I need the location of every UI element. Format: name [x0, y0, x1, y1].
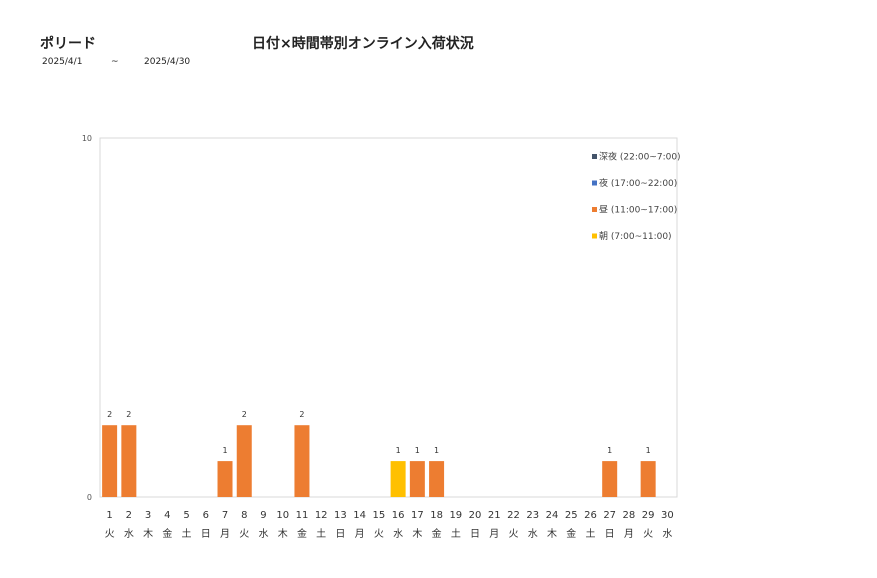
x-tick-day-4: 4: [164, 510, 170, 521]
x-tick-weekday-16: 水: [393, 528, 403, 540]
x-tick-day-13: 13: [334, 510, 347, 521]
legend-swatch-2: [592, 207, 597, 212]
x-tick-day-22: 22: [507, 510, 520, 521]
data-label-8: 2: [242, 410, 247, 419]
x-tick-day-8: 8: [241, 510, 247, 521]
x-tick-weekday-8: 火: [239, 528, 249, 540]
x-tick-weekday-15: 火: [374, 528, 384, 540]
x-tick-weekday-12: 土: [316, 527, 326, 540]
legend-label-1: 夜 (17:00~22:00): [599, 177, 677, 189]
date-range-start: 2025/4/1: [42, 57, 83, 67]
data-label-7: 1: [222, 446, 227, 455]
plot-area-frame: [99, 137, 678, 498]
legend-swatch-0: [592, 154, 597, 159]
bar-17-series-1: [409, 461, 425, 497]
data-label-1: 2: [107, 410, 112, 419]
bar-16-series-0: [390, 461, 406, 497]
x-tick-day-9: 9: [260, 510, 266, 521]
bar-1-series-1: [102, 425, 118, 497]
x-tick-day-29: 29: [642, 510, 655, 521]
x-tick-weekday-5: 土: [182, 527, 192, 540]
data-label-27: 1: [607, 446, 612, 455]
x-tick-day-21: 21: [488, 510, 501, 521]
x-tick-weekday-13: 日: [335, 529, 345, 540]
y-tick-label: 0: [87, 493, 92, 502]
x-tick-day-18: 18: [430, 510, 443, 521]
x-tick-day-26: 26: [584, 510, 597, 521]
x-tick-day-14: 14: [353, 510, 366, 521]
legend-label-0: 深夜 (22:00~7:00): [599, 151, 681, 163]
x-tick-day-15: 15: [373, 510, 386, 521]
bar-2-series-1: [121, 425, 137, 497]
data-label-18: 1: [434, 446, 439, 455]
x-tick-day-16: 16: [392, 510, 405, 521]
legend-swatch-1: [592, 180, 597, 186]
x-tick-day-2: 2: [126, 510, 132, 521]
x-tick-day-19: 19: [449, 510, 462, 521]
data-label-29: 1: [646, 446, 651, 455]
x-tick-day-17: 17: [411, 510, 424, 521]
x-tick-weekday-14: 月: [355, 528, 365, 540]
y-tick-label: 10: [82, 134, 92, 143]
x-tick-weekday-4: 金: [162, 527, 172, 540]
x-tick-day-6: 6: [203, 510, 209, 521]
x-tick-weekday-9: 水: [258, 528, 268, 540]
x-tick-weekday-19: 土: [451, 527, 461, 540]
x-tick-weekday-26: 土: [585, 527, 595, 540]
x-tick-day-10: 10: [276, 510, 289, 521]
x-tick-weekday-6: 日: [201, 529, 211, 540]
x-tick-day-5: 5: [183, 510, 189, 521]
x-tick-weekday-21: 月: [489, 528, 499, 540]
x-tick-weekday-20: 日: [470, 529, 480, 540]
brand-title: ポリード: [40, 36, 96, 52]
x-tick-day-3: 3: [145, 510, 151, 521]
x-tick-day-7: 7: [222, 510, 228, 521]
x-tick-weekday-30: 水: [662, 528, 672, 540]
x-tick-day-23: 23: [526, 510, 539, 521]
x-tick-weekday-22: 火: [509, 528, 519, 540]
bar-29-series-1: [640, 461, 656, 497]
x-tick-weekday-7: 月: [220, 528, 230, 540]
data-label-2: 2: [126, 410, 131, 419]
bar-7-series-1: [217, 461, 233, 497]
x-tick-day-28: 28: [623, 510, 636, 521]
x-tick-weekday-1: 火: [105, 528, 115, 540]
chart-title: 日付×時間帯別オンライン入荷状況: [252, 36, 474, 52]
data-label-16: 1: [396, 446, 401, 455]
x-tick-weekday-24: 木: [547, 528, 557, 540]
x-tick-day-24: 24: [546, 510, 559, 521]
x-tick-day-20: 20: [469, 510, 482, 521]
data-label-17: 1: [415, 446, 420, 455]
x-tick-day-1: 1: [106, 510, 112, 521]
x-tick-weekday-27: 日: [605, 529, 615, 540]
x-tick-weekday-2: 水: [124, 528, 134, 540]
x-tick-weekday-10: 木: [278, 528, 288, 540]
x-tick-weekday-3: 木: [143, 528, 153, 540]
x-tick-day-25: 25: [565, 510, 578, 521]
x-tick-weekday-29: 火: [643, 528, 653, 540]
bar-18-series-1: [429, 461, 445, 497]
bar-27-series-1: [602, 461, 618, 497]
date-range-end: 2025/4/30: [144, 57, 191, 67]
x-tick-weekday-23: 水: [528, 528, 538, 540]
x-tick-weekday-17: 木: [412, 528, 422, 540]
x-tick-day-11: 11: [296, 510, 309, 521]
bar-8-series-1: [236, 425, 252, 497]
x-tick-weekday-11: 金: [297, 527, 307, 540]
x-tick-weekday-25: 金: [566, 527, 576, 540]
data-label-11: 2: [299, 410, 304, 419]
x-tick-day-12: 12: [315, 510, 328, 521]
x-tick-day-30: 30: [661, 510, 674, 521]
legend-label-3: 朝 (7:00~11:00): [599, 231, 672, 242]
legend-swatch-3: [592, 233, 597, 239]
legend-label-2: 昼 (11:00~17:00): [599, 205, 677, 216]
date-range-separator: ~: [111, 57, 119, 67]
x-tick-weekday-18: 金: [432, 527, 442, 540]
bar-11-series-1: [294, 425, 310, 497]
x-tick-day-27: 27: [603, 510, 616, 521]
x-tick-weekday-28: 月: [624, 528, 634, 540]
